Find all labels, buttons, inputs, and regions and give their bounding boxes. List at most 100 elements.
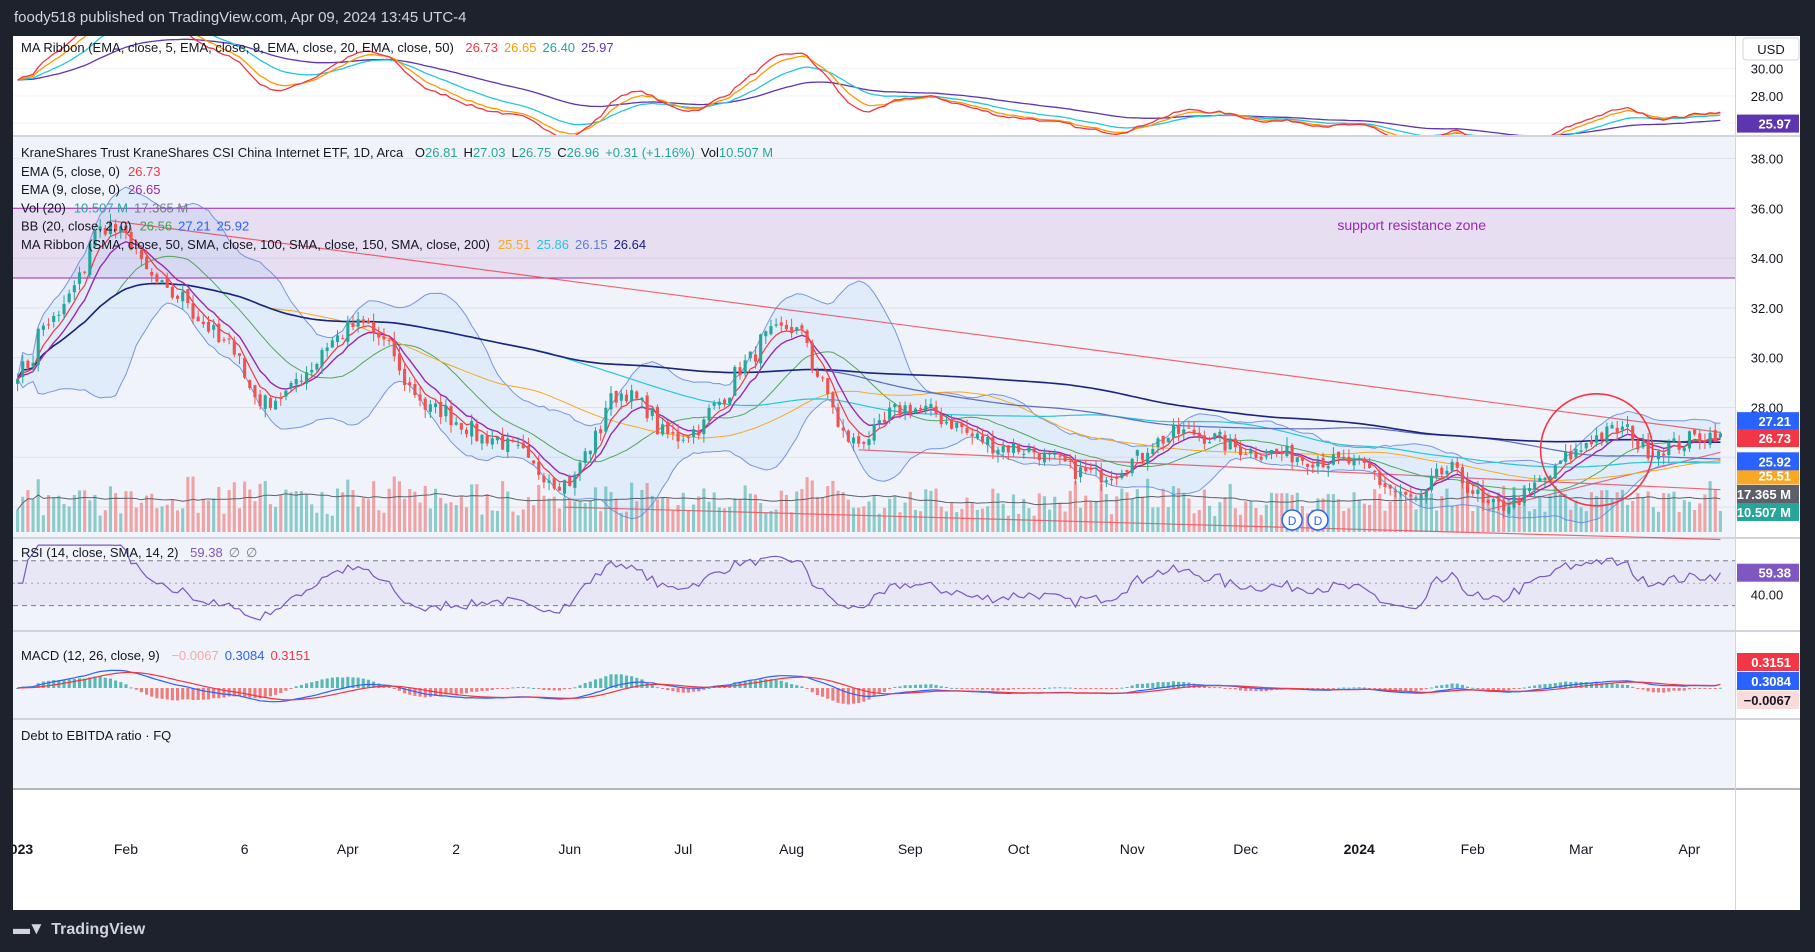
candle-body xyxy=(583,451,587,463)
publish-header: foody518 published on TradingView.com, A… xyxy=(0,0,1815,36)
volume-bar xyxy=(485,494,489,532)
macd-histogram-bar xyxy=(1228,688,1232,689)
macd-histogram-bar xyxy=(821,688,825,697)
candle-body xyxy=(1089,468,1093,470)
volume-bar xyxy=(279,494,283,532)
macd-histogram-bar xyxy=(139,688,143,693)
candle-body xyxy=(1533,482,1537,490)
candle xyxy=(397,345,401,376)
macd-histogram-bar xyxy=(67,679,71,688)
candle-body xyxy=(1584,443,1588,449)
macd-histogram-bar xyxy=(1471,687,1475,689)
candle-body xyxy=(1058,455,1062,457)
volume-bar xyxy=(253,501,257,532)
candle-body xyxy=(1620,426,1624,430)
volume-bar xyxy=(88,500,92,532)
macd-histogram-bar xyxy=(1548,683,1552,688)
candle-body xyxy=(960,423,964,428)
volume-bar xyxy=(1187,498,1191,532)
candle-body xyxy=(980,435,985,443)
rsi-line xyxy=(17,544,1721,621)
candle-body xyxy=(31,362,35,367)
candle xyxy=(1063,454,1067,463)
macd-histogram-bar xyxy=(1558,682,1563,688)
candle-body xyxy=(139,250,143,260)
candle xyxy=(1620,420,1624,437)
chart-canvas[interactable]: DD 38.0036.0034.0032.0030.0028.0026.0024… xyxy=(2,36,1800,910)
candle-body xyxy=(645,395,649,419)
macd-histogram-bar xyxy=(573,687,577,689)
macd-histogram-bar xyxy=(1259,688,1263,692)
candle-body xyxy=(480,434,484,444)
candle-body xyxy=(1440,467,1444,475)
candle xyxy=(1285,437,1289,458)
macd-histogram-bar xyxy=(1099,688,1103,689)
macd-histogram-bar xyxy=(593,679,598,688)
volume-bar xyxy=(986,506,990,532)
macd-histogram-bar xyxy=(759,679,763,688)
candle xyxy=(944,414,948,426)
candle xyxy=(877,413,881,429)
time-axis-label: 2023 xyxy=(13,841,33,857)
candle xyxy=(1027,443,1031,454)
dividend-marker[interactable]: D xyxy=(1307,509,1329,531)
indicator-legend: Vol (20) 10.507 M 17.365 M xyxy=(21,200,188,215)
candle-body xyxy=(1048,453,1052,455)
candle xyxy=(743,354,747,377)
candle-body xyxy=(1404,491,1408,495)
macd-histogram-bar xyxy=(351,677,355,688)
volume-bar xyxy=(722,508,727,532)
volume-bar xyxy=(1140,496,1145,532)
candle xyxy=(692,425,696,444)
candle xyxy=(201,313,205,328)
macd-histogram-bar xyxy=(521,686,525,688)
macd-histogram-bar xyxy=(1687,688,1692,690)
volume-bar xyxy=(851,507,856,532)
macd-histogram-bar xyxy=(1409,688,1413,692)
candle xyxy=(1084,459,1088,474)
candle-body xyxy=(1631,425,1635,441)
ohlc-key: L xyxy=(511,145,518,160)
candle xyxy=(72,280,76,300)
ribbon-last-label-text: 25.97 xyxy=(1758,117,1791,132)
volume-bar xyxy=(325,513,329,532)
macd-histogram-bar xyxy=(439,688,443,696)
candle-body xyxy=(1615,427,1619,433)
candle xyxy=(521,434,525,449)
candle-body xyxy=(356,319,360,327)
chart-area[interactable]: DD 38.0036.0034.0032.0030.0028.0026.0024… xyxy=(2,36,1800,910)
candle-body xyxy=(759,334,763,364)
candle xyxy=(150,268,154,282)
legend-value: 0.3084 xyxy=(225,648,265,663)
candle xyxy=(681,434,685,444)
macd-histogram-bar xyxy=(274,688,278,695)
currency-button[interactable]: USD xyxy=(1742,37,1800,61)
volume-bar xyxy=(604,486,608,532)
candle xyxy=(382,328,386,347)
macd-histogram-bar xyxy=(1486,688,1490,690)
candle-body xyxy=(1053,453,1057,455)
volume-bar xyxy=(1589,492,1593,532)
legend-value: ∅ xyxy=(229,545,240,560)
macd-histogram-bar xyxy=(1383,688,1387,691)
candle-body xyxy=(552,478,556,489)
tradingview-logo[interactable]: ▬▼ TradingView xyxy=(13,919,145,939)
macd-histogram-bar xyxy=(155,688,159,699)
candle-body xyxy=(635,391,639,399)
legend-value: 26.73 xyxy=(465,40,498,55)
volume-bar xyxy=(274,506,278,532)
volume-bar xyxy=(428,508,432,532)
dividend-marker[interactable]: D xyxy=(1281,509,1303,531)
macd-histogram-bar xyxy=(1208,687,1212,689)
rsi-last-label-text: 59.38 xyxy=(1758,566,1791,581)
candle xyxy=(232,336,236,358)
macd-histogram-bar xyxy=(655,687,659,689)
candle-body xyxy=(805,330,809,343)
volume-bar xyxy=(1435,510,1439,532)
candle xyxy=(1316,455,1320,474)
macd-histogram-bar xyxy=(599,678,603,688)
candle xyxy=(1140,452,1145,467)
volume-bar xyxy=(753,494,758,532)
candle-body xyxy=(1017,443,1021,453)
debt-ebitda-legend: Debt to EBITDA ratio · FQ xyxy=(21,728,171,743)
